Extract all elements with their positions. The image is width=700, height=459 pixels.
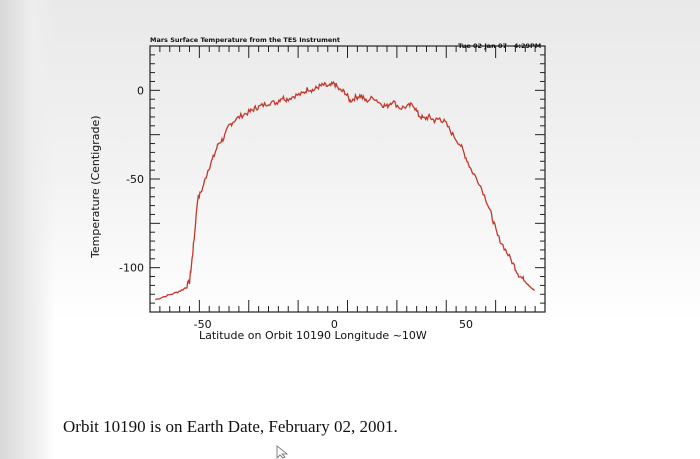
y-axis-label: Temperature (Centigrade) bbox=[89, 115, 102, 259]
y-tick-label: 0 bbox=[137, 84, 144, 97]
tick-marks bbox=[149, 45, 546, 313]
chart-timestamp: Tue 02 Jan 07 4:29PM bbox=[458, 42, 541, 50]
tick-labels: 0 -50 -100 -50 0 50 bbox=[119, 84, 473, 331]
caption: Orbit 10190 is on Earth Date, February 0… bbox=[63, 417, 398, 436]
mouse-pointer-icon bbox=[276, 445, 289, 459]
chart-title: Mars Surface Temperature from the TES In… bbox=[150, 36, 340, 44]
plot-border bbox=[149, 45, 546, 313]
y-tick-label: -50 bbox=[126, 173, 144, 186]
temperature-series-line bbox=[155, 80, 536, 301]
left-shadow bbox=[0, 0, 55, 459]
x-tick-label: 50 bbox=[459, 318, 473, 331]
x-tick-label: 0 bbox=[331, 318, 338, 331]
x-axis-label: Latitude on Orbit 10190 Longitude ~10W bbox=[199, 329, 427, 342]
x-tick-label: -50 bbox=[194, 318, 212, 331]
y-tick-label: -100 bbox=[119, 262, 144, 275]
plot-frame bbox=[149, 45, 546, 313]
